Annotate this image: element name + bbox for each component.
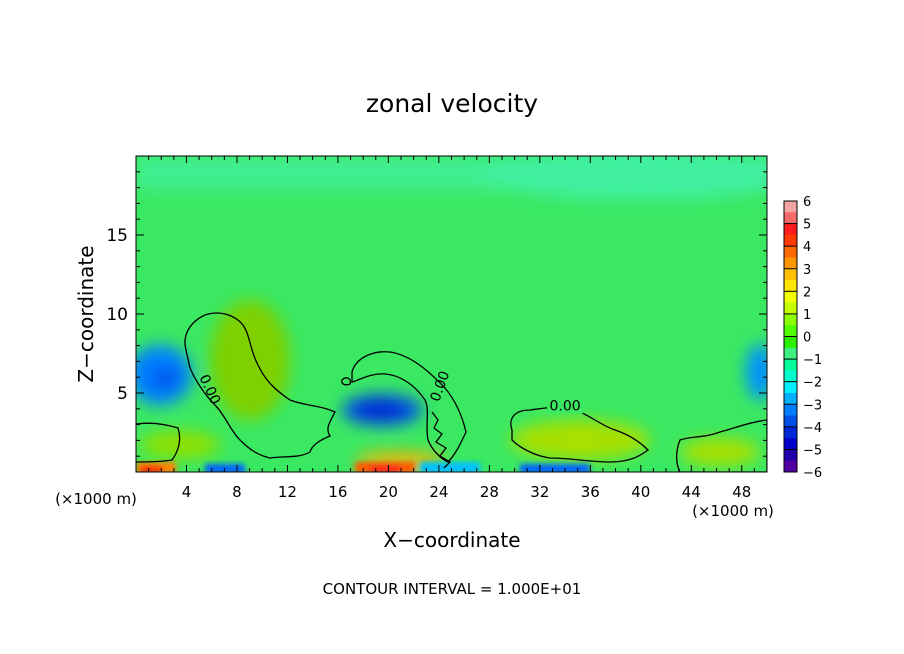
colorbar-swatch — [784, 234, 797, 247]
colorbar-swatch — [784, 449, 797, 462]
contour-far-right — [675, 419, 767, 472]
contour-right-blob — [510, 406, 649, 463]
x-tick-label: 32 — [530, 483, 549, 501]
x-axis-label: X−coordinate — [383, 528, 520, 552]
field-surface — [136, 462, 590, 472]
x-tick-label: 36 — [581, 483, 600, 501]
x-tick-label: 8 — [232, 483, 242, 501]
x-tick-label: 28 — [480, 483, 499, 501]
x-axis-unit-right: (×1000 m) — [692, 502, 774, 520]
colorbar-label: 1 — [803, 308, 811, 323]
y-tick-label: 5 — [117, 384, 128, 404]
contour-interval-note: CONTOUR INTERVAL = 1.000E+01 — [323, 580, 582, 598]
colorbar-swatch — [784, 426, 797, 439]
colorbar: 6 5 4 3 2 1 0 −1 −2 −3 −4 −5 −6 — [783, 195, 822, 481]
contour-squiggle — [431, 411, 452, 469]
y-tick-label: 15 — [106, 226, 128, 246]
x-tick-label: 20 — [379, 483, 398, 501]
y-tick-label: 10 — [106, 305, 128, 325]
colorbar-label: 3 — [803, 263, 811, 278]
colorbar-label: −6 — [803, 466, 822, 481]
colorbar-label: 0 — [803, 331, 811, 346]
colorbar-swatch — [784, 359, 797, 371]
colorbar-swatch — [784, 325, 797, 337]
colorbar-swatch — [784, 392, 797, 405]
colorbar-label: −2 — [803, 376, 822, 391]
colorbar-label: 4 — [803, 240, 811, 255]
contour-label-bg — [547, 398, 584, 414]
colorbar-swatch — [784, 201, 797, 213]
colorbar-swatch — [784, 404, 797, 417]
colorbar-swatch — [784, 370, 797, 383]
colorbar-swatch — [784, 302, 797, 315]
y-axis: 5 10 15 — [106, 171, 767, 457]
x-tick-label: 12 — [278, 483, 297, 501]
colorbar-swatch — [784, 223, 797, 236]
colorbar-label: −4 — [803, 421, 822, 436]
chart-title: zonal velocity — [366, 89, 538, 118]
x-tick-label: 24 — [429, 483, 448, 501]
x-tick-label: 48 — [732, 483, 751, 501]
colorbar-swatch — [784, 257, 797, 270]
colorbar-swatch — [784, 381, 797, 394]
colorbar-label: 6 — [803, 195, 811, 210]
colorbar-swatch — [784, 280, 797, 292]
colorbar-swatch — [784, 291, 797, 304]
colorbar-swatch — [784, 246, 797, 258]
colorbar-swatch — [784, 460, 797, 473]
colorbar-swatch — [784, 336, 797, 349]
colorbar-label: −1 — [803, 353, 822, 368]
x-axis: 4 8 12 16 20 24 28 32 36 40 44 48 — [148, 156, 755, 501]
field-shading — [136, 156, 767, 468]
x-tick-label: 44 — [682, 483, 701, 501]
colorbar-swatch — [784, 268, 797, 281]
colorbar-label: 2 — [803, 285, 811, 300]
contour-center-arc — [351, 351, 467, 463]
colorbar-swatch — [784, 415, 797, 428]
x-tick-label: 40 — [631, 483, 650, 501]
colorbar-swatch — [784, 438, 797, 450]
colorbar-swatch — [784, 212, 797, 225]
x-tick-label: 4 — [182, 483, 192, 501]
y-axis-label: Z−coordinate — [74, 245, 98, 382]
x-tick-label: 16 — [328, 483, 347, 501]
colorbar-label: −5 — [803, 443, 822, 458]
contour-lines — [136, 312, 767, 472]
colorbar-swatch — [784, 313, 797, 326]
colorbar-label: −3 — [803, 398, 822, 413]
contour-left-plume — [184, 312, 336, 459]
contour-label: 0.00 — [549, 398, 580, 414]
plot-area — [136, 156, 767, 472]
contour-left-surface — [136, 422, 181, 463]
contour-center-small — [341, 377, 352, 386]
x-axis-unit-left: (×1000 m) — [55, 490, 137, 508]
colorbar-swatch — [784, 347, 797, 360]
colorbar-label: 5 — [803, 218, 811, 233]
